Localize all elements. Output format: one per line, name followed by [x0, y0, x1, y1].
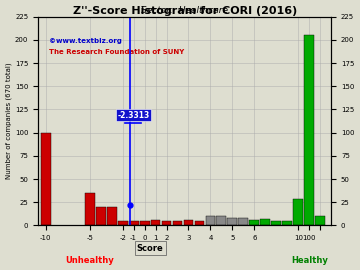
- Bar: [238, 218, 248, 225]
- Bar: [172, 221, 183, 225]
- Bar: [282, 221, 292, 225]
- Text: Score: Score: [137, 244, 163, 252]
- Bar: [304, 35, 314, 225]
- Text: ©www.textbiz.org: ©www.textbiz.org: [49, 38, 122, 44]
- Bar: [228, 218, 237, 225]
- Bar: [249, 220, 259, 225]
- Bar: [96, 207, 105, 225]
- Bar: [260, 219, 270, 225]
- Title: Z''-Score Histogram for CORI (2016): Z''-Score Histogram for CORI (2016): [72, 6, 297, 16]
- Bar: [162, 221, 171, 225]
- Bar: [315, 216, 325, 225]
- Text: -2.3313: -2.3313: [117, 111, 150, 120]
- Text: Sector:  Healthcare: Sector: Healthcare: [141, 6, 228, 15]
- Bar: [184, 220, 193, 225]
- Bar: [129, 221, 139, 225]
- Bar: [271, 221, 281, 225]
- Bar: [118, 221, 127, 225]
- Bar: [150, 220, 161, 225]
- Text: Unhealthy: Unhealthy: [65, 256, 114, 265]
- Bar: [140, 221, 149, 225]
- Y-axis label: Number of companies (670 total): Number of companies (670 total): [5, 63, 12, 179]
- Bar: [194, 221, 204, 225]
- Bar: [206, 216, 215, 225]
- Bar: [216, 216, 226, 225]
- Bar: [41, 133, 51, 225]
- Text: Healthy: Healthy: [291, 256, 328, 265]
- Bar: [293, 200, 303, 225]
- Bar: [107, 207, 117, 225]
- Bar: [85, 193, 95, 225]
- Text: The Research Foundation of SUNY: The Research Foundation of SUNY: [49, 49, 184, 55]
